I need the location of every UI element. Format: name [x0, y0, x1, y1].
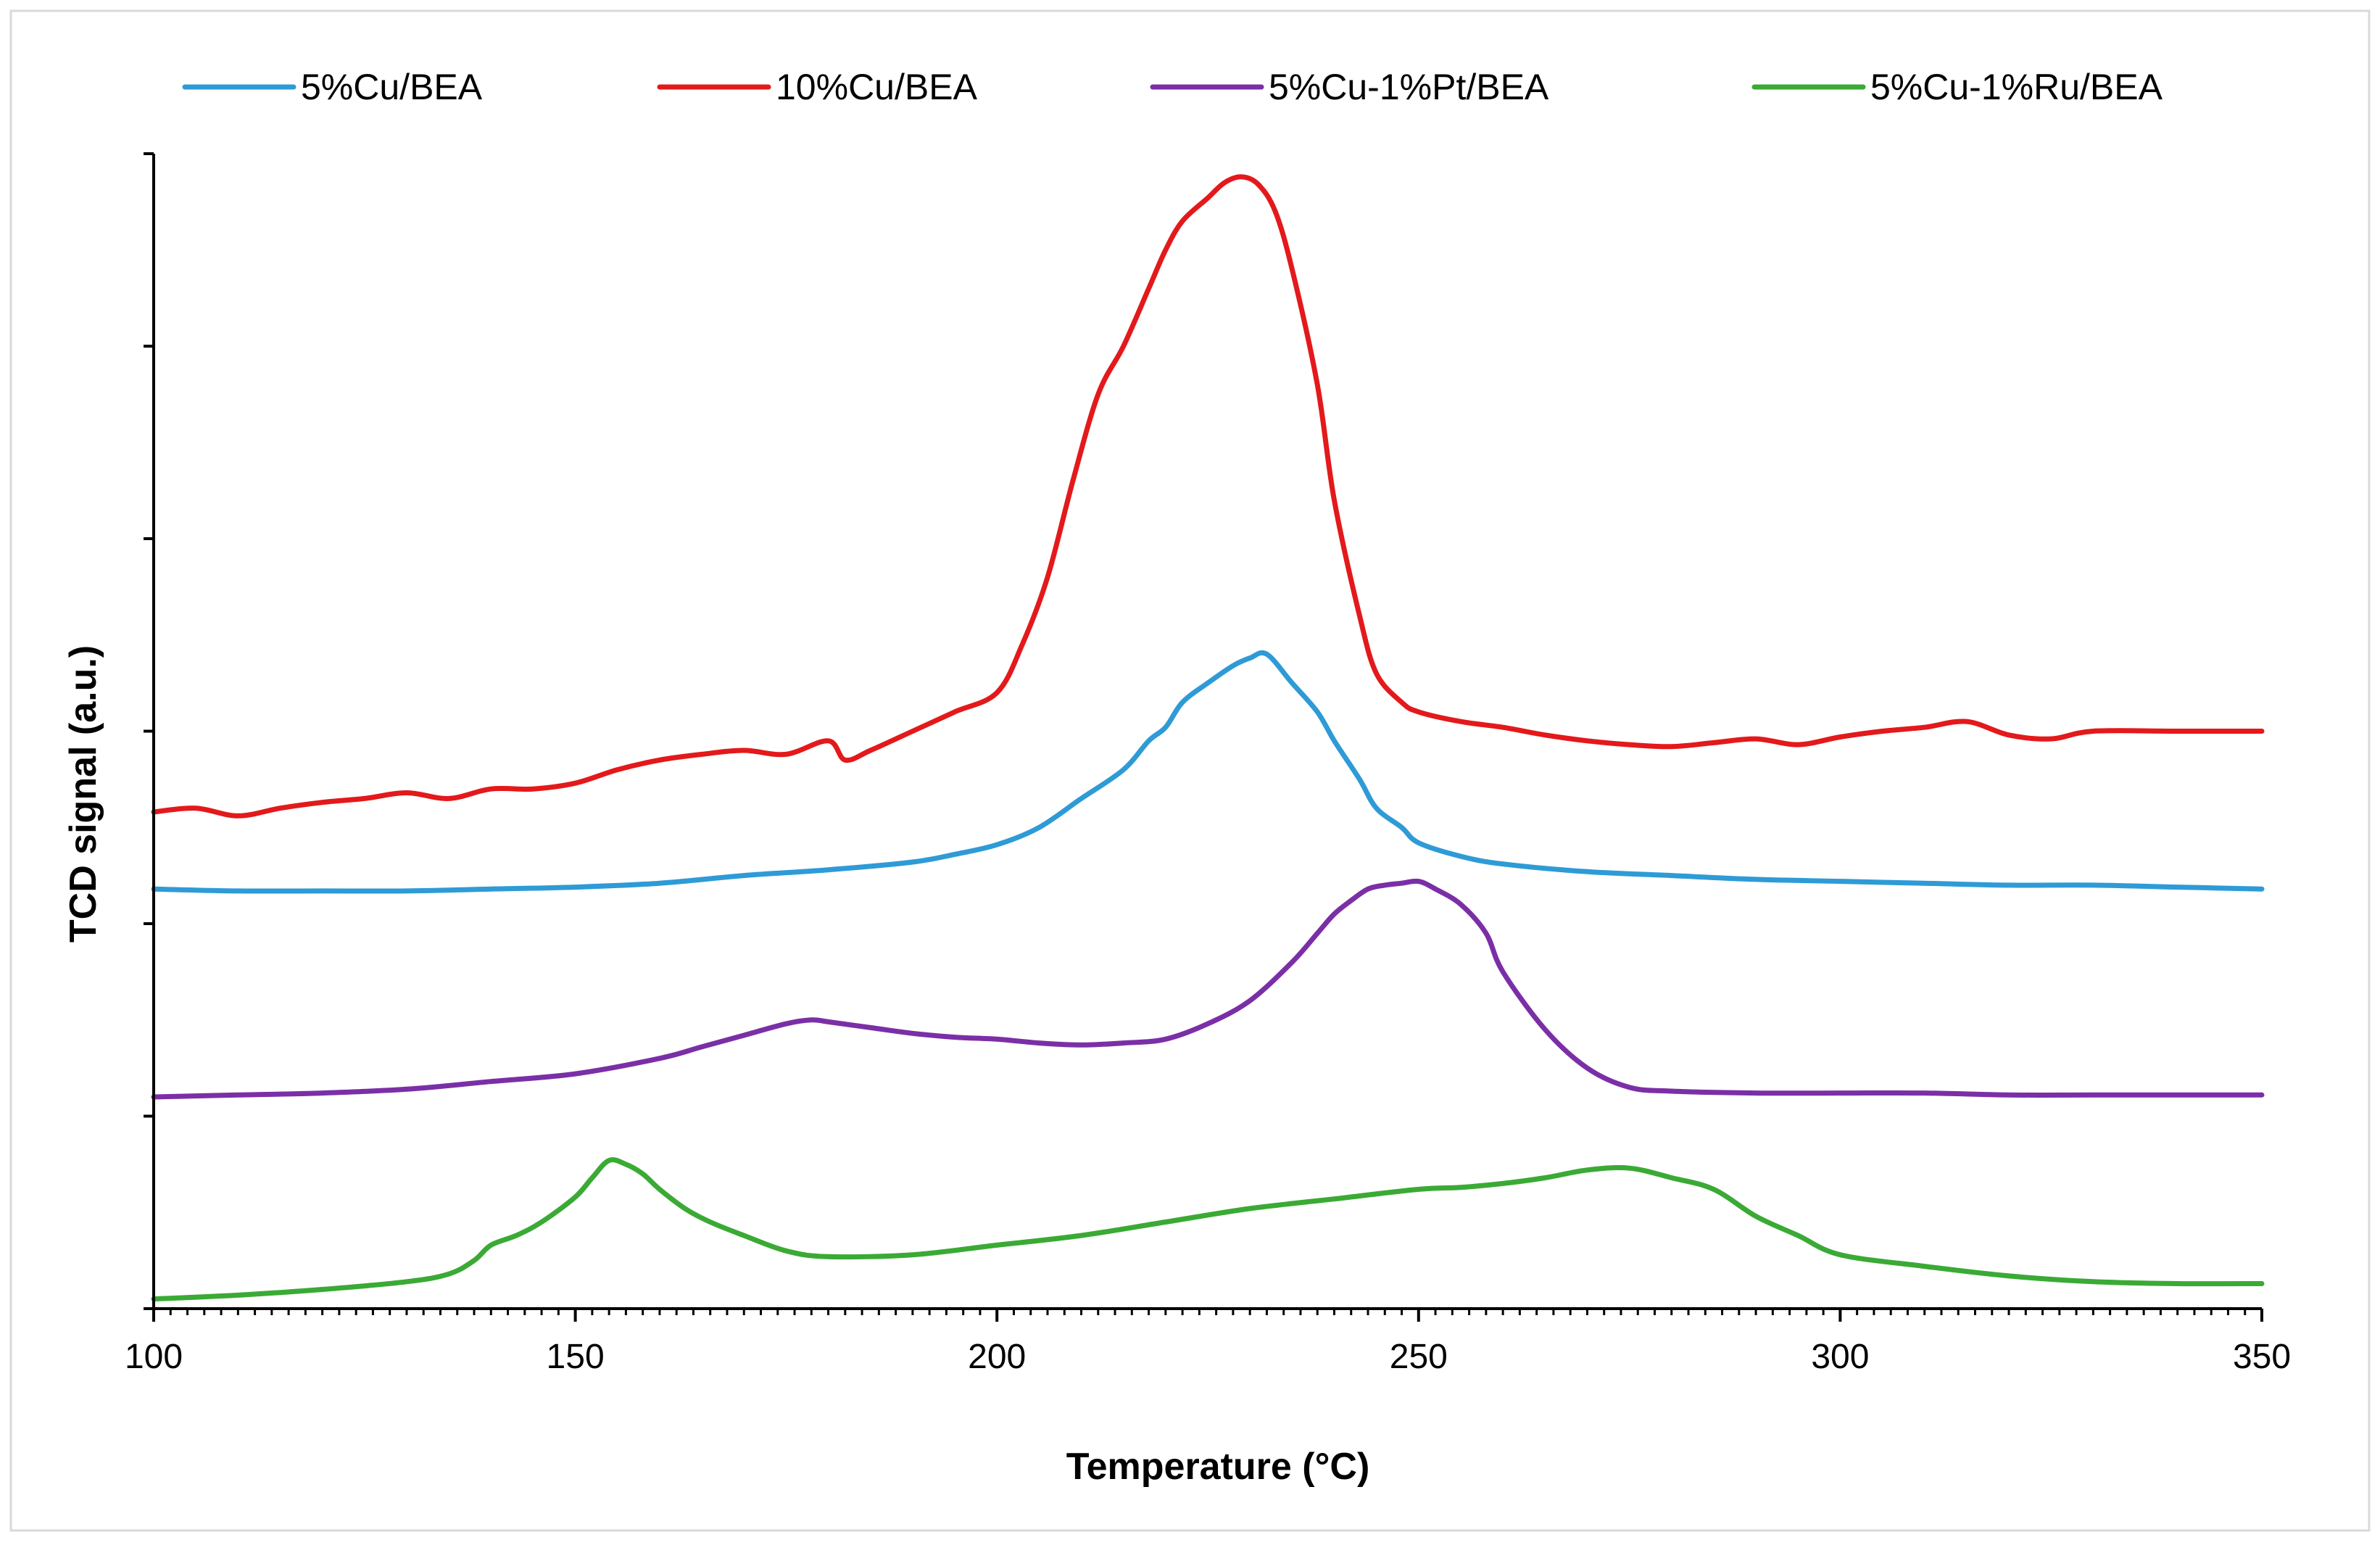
x-tick-label: 300 [1811, 1338, 1869, 1376]
legend-label-10-cu-bea: 10%Cu/BEA [776, 67, 978, 107]
chart-border [9, 9, 2371, 1532]
x-tick-label: 150 [547, 1338, 605, 1376]
y-axis-title: TCD signal (a.u.) [62, 645, 104, 943]
legend-label-5-cu-1-pt-bea: 5%Cu-1%Pt/BEA [1269, 67, 1549, 107]
series-line-5-cu-1-ru-bea [151, 1157, 2265, 1302]
x-tick-label: 350 [2233, 1338, 2291, 1376]
series-line-5-cu-bea [151, 650, 2265, 894]
series-group [151, 174, 2265, 1302]
legend: 5%Cu/BEA 10%Cu/BEA 5%Cu-1%Pt/BEA 5%Cu-1%Ru/… [182, 67, 2163, 107]
axes: 100 150 200 250 300 350 [125, 152, 2291, 1376]
x-axis-title: Temperature (°C) [1066, 1446, 1370, 1488]
legend-label-5-cu-1-ru-bea: 5%Cu-1%Ru/BEA [1870, 67, 2163, 107]
legend-label-5-cu-bea: 5%Cu/BEA [301, 67, 483, 107]
x-tick-label: 250 [1390, 1338, 1448, 1376]
series-line-5-cu-1-pt-bea [151, 878, 2265, 1100]
x-tick-label: 200 [968, 1338, 1026, 1376]
series-line-10-cu-bea [151, 174, 2265, 819]
x-tick-label: 100 [125, 1338, 183, 1376]
